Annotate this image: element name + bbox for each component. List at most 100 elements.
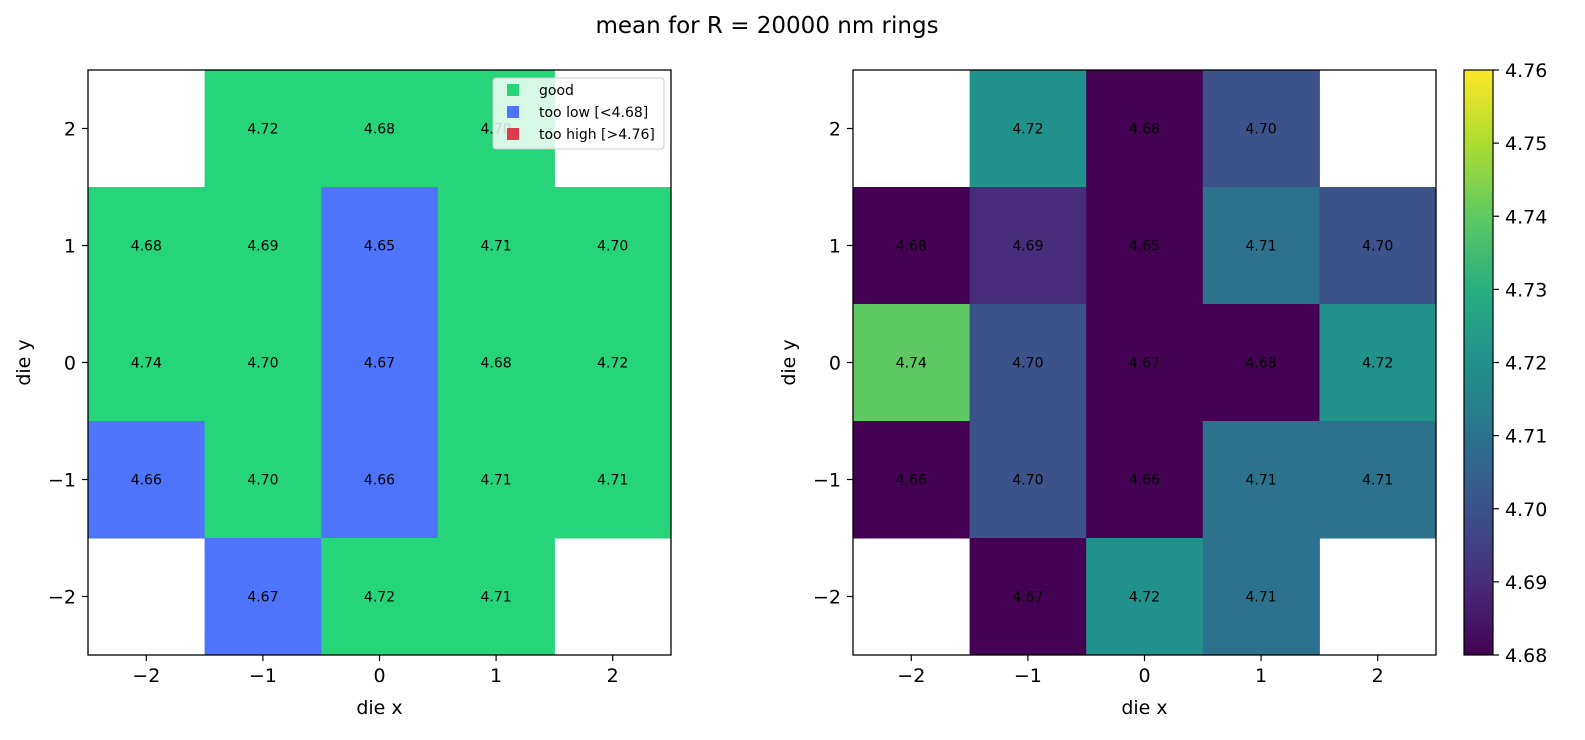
heatmap-cell (1202, 538, 1320, 656)
heatmap-cell (204, 304, 322, 422)
heatmap-cell (88, 187, 206, 305)
cell-value-label: 4.66 (364, 473, 395, 489)
cell-value-label: 4.69 (1012, 239, 1043, 255)
heatmap-cell (853, 421, 971, 539)
cell-value-label: 4.67 (1129, 356, 1160, 372)
x-tick-label: −2 (897, 665, 925, 687)
cell-value-label: 4.72 (1012, 122, 1043, 138)
heatmap-cell (1319, 421, 1437, 539)
x-tick-label: 0 (373, 665, 385, 687)
colorbar-tick-label: 4.73 (1505, 279, 1547, 301)
cell-value-label: 4.71 (481, 590, 512, 606)
y-tick-label: −2 (48, 587, 76, 609)
heatmap-cell (1086, 304, 1204, 422)
heatmap-cell (88, 421, 206, 539)
cell-value-label: 4.70 (1012, 473, 1043, 489)
cell-value-label: 4.68 (896, 239, 927, 255)
y-tick-label: 1 (829, 236, 841, 258)
x-axis-label: die x (356, 697, 402, 719)
heatmap-cell (437, 187, 555, 305)
x-tick-label: 0 (1138, 665, 1150, 687)
cell-value-label: 4.66 (896, 473, 927, 489)
heatmap-cell (204, 538, 322, 656)
cell-value-label: 4.69 (247, 239, 278, 255)
y-tick-label: 0 (64, 353, 76, 375)
cell-value-label: 4.74 (896, 356, 927, 372)
cell-value-label: 4.71 (597, 473, 628, 489)
cell-value-label: 4.70 (1246, 122, 1277, 138)
heatmap-cell (1202, 70, 1320, 188)
cell-value-label: 4.70 (1012, 356, 1043, 372)
heatmap-cell (321, 70, 439, 188)
y-axis-label: die y (778, 339, 800, 385)
cell-value-label: 4.71 (1246, 590, 1277, 606)
heatmap-cell (1202, 304, 1320, 422)
colorbar-bar (1463, 69, 1494, 656)
cell-value-label: 4.68 (364, 122, 395, 138)
cell-value-label: 4.72 (1362, 356, 1393, 372)
x-tick-label: 1 (490, 665, 502, 687)
x-tick-label: 2 (607, 665, 619, 687)
cell-value-label: 4.72 (364, 590, 395, 606)
heatmap-cell (554, 187, 672, 305)
heatmap-cell (1086, 70, 1204, 188)
heatmap-cell (969, 538, 1087, 656)
heatmap-cell (554, 304, 672, 422)
cell-value-label: 4.66 (1129, 473, 1160, 489)
cell-value-label: 4.72 (247, 122, 278, 138)
heatmap-cell (1086, 421, 1204, 539)
y-tick-label: 2 (64, 119, 76, 141)
cell-value-label: 4.68 (1129, 122, 1160, 138)
x-tick-label: −2 (132, 665, 160, 687)
heatmap-cell (437, 421, 555, 539)
heatmap-cell (437, 538, 555, 656)
figure-title: mean for R = 20000 nm rings (595, 13, 938, 39)
legend-label-too-high: too high [>4.76] (539, 127, 655, 143)
colorbar-tick-label: 4.68 (1505, 645, 1547, 667)
legend-swatch-good (507, 84, 519, 96)
cell-value-label: 4.71 (481, 473, 512, 489)
y-axis-label: die y (13, 339, 35, 385)
cell-value-label: 4.67 (364, 356, 395, 372)
heatmap-cell (969, 304, 1087, 422)
cell-value-label: 4.70 (247, 356, 278, 372)
heatmap-cell (204, 70, 322, 188)
cell-value-label: 4.71 (1246, 239, 1277, 255)
legend-label-too-low: too low [<4.68] (539, 105, 648, 121)
legend-swatch-too-low (507, 106, 519, 118)
heatmap-cell (969, 70, 1087, 188)
heatmap-cell (1086, 187, 1204, 305)
cell-value-label: 4.65 (364, 239, 395, 255)
heatmap-cell (204, 421, 322, 539)
cell-value-label: 4.68 (481, 356, 512, 372)
colorbar-tick-label: 4.72 (1505, 353, 1547, 375)
heatmap-cell (437, 304, 555, 422)
heatmap-cell (1319, 304, 1437, 422)
status-heatmap: 4.72 4.68 4.70 4.68 4.69 4.65 4.71 4.70 4.74 4.70… (13, 69, 672, 719)
colorbar-tick-label: 4.74 (1505, 206, 1547, 228)
heatmap-cell (1319, 187, 1437, 305)
cell-value-label: 4.70 (247, 473, 278, 489)
y-tick-label: −1 (813, 470, 841, 492)
cell-value-label: 4.71 (1246, 473, 1277, 489)
y-tick-label: 0 (829, 353, 841, 375)
heatmap-cell (1086, 538, 1204, 656)
legend-label-good: good (539, 83, 574, 99)
cell-value-label: 4.72 (597, 356, 628, 372)
cell-value-label: 4.70 (597, 239, 628, 255)
colorbar-tick-label: 4.70 (1505, 499, 1547, 521)
cell-value-label: 4.67 (247, 590, 278, 606)
cell-value-label: 4.71 (481, 239, 512, 255)
cell-value-label: 4.68 (131, 239, 162, 255)
cell-value-label: 4.74 (131, 356, 162, 372)
cell-value-label: 4.66 (131, 473, 162, 489)
colorbar-tick-label: 4.69 (1505, 572, 1547, 594)
legend-swatch-too-high (507, 128, 519, 140)
heatmap-cell (321, 538, 439, 656)
colorbar: 4.68 4.69 4.70 4.71 4.72 4.73 4.74 4.75 4.76 (1463, 60, 1547, 667)
y-tick-label: 1 (64, 236, 76, 258)
heatmap-cell (554, 421, 672, 539)
heatmap-cell (88, 304, 206, 422)
heatmap-cell (853, 304, 971, 422)
